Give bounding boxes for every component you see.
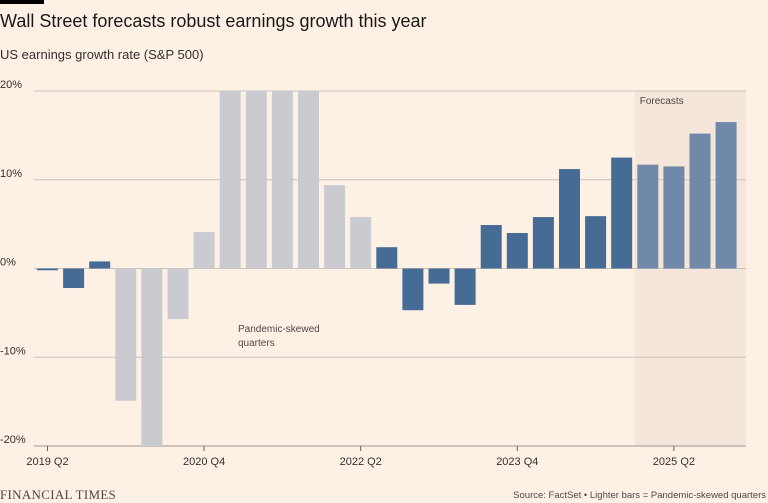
bar-2019-q2 (37, 268, 58, 271)
bar-2024-q3 (585, 216, 607, 269)
ft-brand-logo: FINANCIAL TIMES (0, 487, 117, 502)
x-tick-label: 2022 Q2 (340, 456, 382, 468)
bar-2025-q4 (715, 122, 737, 269)
pandemic-annotation-line1: Pandemic-skewed (238, 324, 320, 335)
chart-subtitle: US earnings growth rate (S&P 500) (0, 47, 204, 62)
bar-2020-q3 (167, 268, 189, 320)
x-tick-label: 2019 Q2 (26, 456, 68, 468)
bar-2023-q1 (428, 268, 450, 284)
bar-2022-q2 (350, 217, 372, 269)
bar-2023-q2 (454, 268, 476, 305)
forecasts-annotation: Forecasts (640, 96, 684, 107)
bar-2023-q4 (506, 233, 528, 269)
bar-2020-q2 (141, 268, 163, 446)
bar-2020-q1 (115, 268, 137, 401)
bar-2025-q3 (689, 133, 711, 269)
pandemic-annotation-line2: quarters (238, 338, 275, 349)
y-tick-label: 0% (0, 257, 16, 269)
bar-2024-q2 (559, 169, 580, 269)
bar-2021-q3 (271, 91, 293, 269)
bar-2019-q4 (89, 261, 111, 269)
bar-2021-q4 (298, 91, 319, 269)
bar-2023-q3 (480, 225, 502, 269)
bar-2024-q1 (532, 217, 554, 269)
brand-accent-bar (0, 0, 44, 4)
chart-title: Wall Street forecasts robust earnings gr… (0, 11, 427, 31)
bar-2020-q4 (193, 232, 215, 269)
bar-2021-q1 (219, 91, 241, 269)
bar-2024-q4 (611, 157, 633, 269)
bar-2019-q3 (63, 268, 85, 289)
y-tick-label: -10% (0, 345, 26, 357)
y-tick-label: -20% (0, 434, 26, 446)
bar-2022-q4 (402, 268, 424, 311)
x-tick-label: 2020 Q4 (183, 456, 225, 468)
x-tick-label: 2025 Q2 (653, 456, 695, 468)
source-note: Source: FactSet • Lighter bars = Pandemi… (513, 490, 766, 501)
y-tick-label: 20% (0, 79, 22, 91)
bar-2025-q1 (637, 164, 659, 269)
x-tick-label: 2023 Q4 (496, 456, 538, 468)
bar-2022-q3 (376, 247, 398, 269)
bar-2025-q2 (663, 166, 685, 269)
bar-2022-q1 (324, 185, 346, 269)
y-tick-label: 10% (0, 168, 22, 180)
bar-2021-q2 (245, 91, 267, 269)
